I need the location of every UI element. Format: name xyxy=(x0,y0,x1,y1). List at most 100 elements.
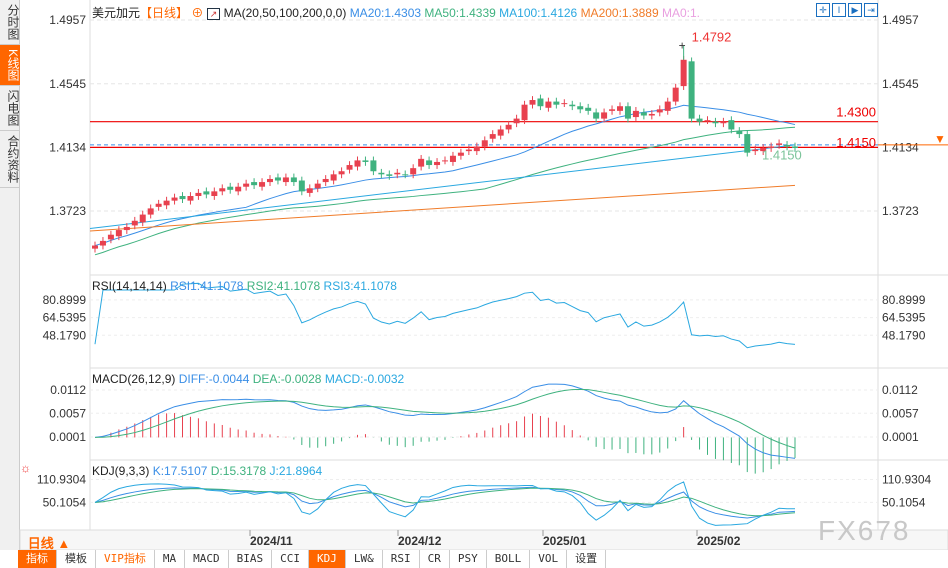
symbol-name: 美元加元 xyxy=(92,6,141,20)
side-tab[interactable]: 合约资料 xyxy=(0,131,20,189)
candle xyxy=(346,165,353,170)
candle xyxy=(593,112,600,119)
zoom-fit-icon[interactable]: I xyxy=(832,3,846,17)
level-label-2: 1.4150 xyxy=(836,135,876,150)
candle xyxy=(481,140,488,147)
exit-icon[interactable]: ⇥ xyxy=(864,3,878,17)
candle xyxy=(92,245,98,249)
kdj-d: D:15.3178 xyxy=(210,464,267,478)
price-tick-right: 1.3723 xyxy=(882,204,919,218)
candle xyxy=(187,196,194,201)
tab-bias[interactable]: BIAS xyxy=(228,550,273,568)
tab-cr[interactable]: CR xyxy=(419,550,450,568)
tab-设置[interactable]: 设置 xyxy=(567,550,607,568)
rsi-header: RSI(14,14,14) RSI1:41.1078 RSI2:41.1078 … xyxy=(92,279,397,293)
indicator-tabs: 指标 模板 VIP指标 MA MACD BIAS CCI KDJ LW& RSI CR PSY BOLL… xyxy=(18,550,607,568)
candle xyxy=(251,182,258,186)
candle xyxy=(179,196,186,200)
candle xyxy=(712,121,719,124)
diff-line xyxy=(94,383,796,459)
candle xyxy=(314,183,321,189)
date-axis xyxy=(19,529,948,550)
candle xyxy=(123,226,130,231)
rsi-tick-left: 64.5395 xyxy=(43,311,87,325)
candle xyxy=(680,59,687,87)
price-tick-left: 1.4957 xyxy=(49,13,86,27)
tab-kdj[interactable]: KDJ xyxy=(309,550,346,568)
side-tab[interactable]: 分时图 xyxy=(0,0,20,45)
crosshair-icon[interactable]: ✛ xyxy=(816,3,830,17)
tab-指标[interactable]: 指标 xyxy=(18,550,57,568)
candle xyxy=(259,182,266,187)
candle xyxy=(211,191,218,197)
side-tabs: 分时图 K线图 闪电图 合约资料 xyxy=(0,0,20,550)
ma50-line xyxy=(94,126,796,256)
candle xyxy=(561,103,568,105)
period-selector[interactable]: 日线 ▲ xyxy=(27,536,71,551)
candle xyxy=(768,146,775,149)
rsi-title: RSI(14,14,14) xyxy=(92,279,167,293)
side-tab[interactable]: K线图 xyxy=(0,45,20,87)
kdj-j: J:21.8964 xyxy=(269,464,323,478)
candle xyxy=(394,172,401,175)
tab-lw&[interactable]: LW& xyxy=(345,550,383,568)
candle xyxy=(537,98,544,107)
candle xyxy=(752,149,759,152)
rsi-tick-left: 48.1790 xyxy=(43,328,87,342)
ma50-value: MA50:1.4339 xyxy=(424,6,496,20)
kdj-header: KDJ(9,3,3) K:17.5107 D:15.3178 J:21.8964 xyxy=(92,464,322,478)
tab-psy[interactable]: PSY xyxy=(449,550,487,568)
tab-boll[interactable]: BOLL xyxy=(486,550,531,568)
candle xyxy=(704,120,711,122)
macd-dea: DEA:-0.0028 xyxy=(252,372,322,386)
kdj-tick-right: 50.1054 xyxy=(882,495,926,509)
candle xyxy=(617,106,623,111)
candle xyxy=(585,107,592,111)
candle xyxy=(672,87,679,102)
tab-macd[interactable]: MACD xyxy=(185,550,229,568)
candle xyxy=(688,61,695,119)
candle xyxy=(720,121,727,124)
chart-icon[interactable]: ↗ xyxy=(206,8,221,20)
date-tick: 2025/02 xyxy=(697,534,741,548)
candle xyxy=(728,120,735,130)
candle xyxy=(426,160,433,166)
tab-ma[interactable]: MA xyxy=(154,550,186,568)
tab-vip指标[interactable]: VIP指标 xyxy=(96,550,155,568)
candle xyxy=(505,124,512,130)
tab-vol[interactable]: VOL xyxy=(530,550,568,568)
macd-tick-right: 0.0001 xyxy=(882,430,919,444)
candle xyxy=(736,130,743,135)
chart-header: 美元加元【日线】 ⊕ ↗ MA(20,50,100,200,0,0) MA20:… xyxy=(92,4,700,21)
candle xyxy=(465,149,472,152)
chart-canvas[interactable]: 1.4957 1.4957 1.4545 1.4545 1.4134 1.4134 1.37… xyxy=(0,0,948,550)
tab-模板[interactable]: 模板 xyxy=(57,550,96,568)
candle xyxy=(792,146,798,149)
macd-tick-left: 0.0112 xyxy=(50,383,86,397)
macd-tick-left: 0.0001 xyxy=(49,430,86,444)
candle xyxy=(282,177,289,183)
candle xyxy=(219,188,226,192)
play-icon[interactable]: ▶ xyxy=(848,3,862,17)
candle xyxy=(322,178,329,183)
candle xyxy=(410,168,417,175)
sun-icon[interactable]: ☼ xyxy=(20,461,31,475)
candle xyxy=(370,160,377,172)
tab-cci[interactable]: CCI xyxy=(272,550,309,568)
candle xyxy=(553,101,560,105)
candle xyxy=(696,118,703,122)
candle xyxy=(235,186,242,192)
price-tick-left: 1.3723 xyxy=(49,204,86,218)
candle xyxy=(386,174,393,176)
candle xyxy=(99,240,106,246)
candle xyxy=(378,172,385,175)
low-label: 1.4150 xyxy=(762,147,802,162)
price-tick-left: 1.4545 xyxy=(49,77,86,91)
side-tab[interactable]: 闪电图 xyxy=(0,86,20,132)
tab-rsi[interactable]: RSI xyxy=(382,550,420,568)
candle xyxy=(609,109,616,111)
candle xyxy=(147,208,154,215)
candle xyxy=(473,146,480,152)
settings-icon[interactable]: ⊕ xyxy=(188,6,207,20)
candle xyxy=(776,143,783,145)
